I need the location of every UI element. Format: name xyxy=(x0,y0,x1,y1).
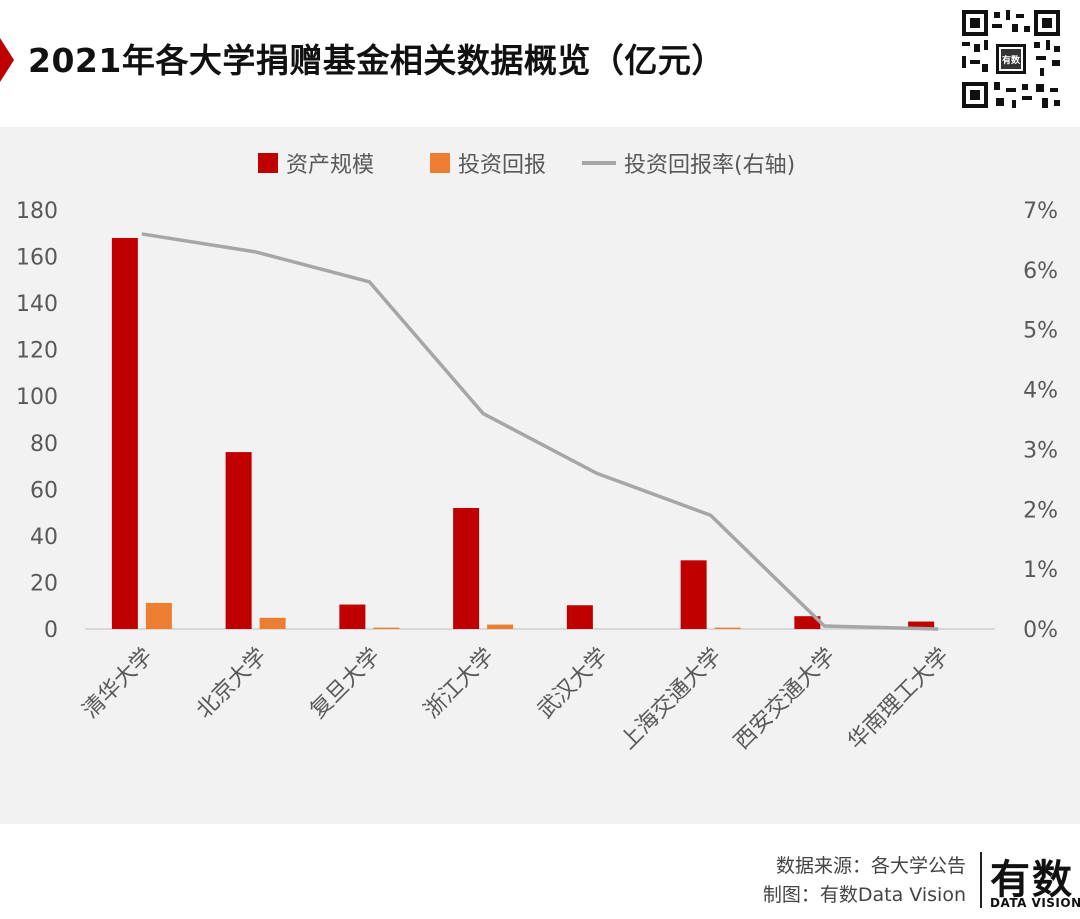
x-tick-label: 武汉大学 xyxy=(533,644,613,724)
y-right-tick-label: 2% xyxy=(1023,498,1058,523)
legend-label-2: 投资回报率(右轴) xyxy=(624,153,795,178)
bar-return-0 xyxy=(145,602,172,629)
y-right-tick-label: 0% xyxy=(1023,618,1058,643)
brand-logo-subtitle: DATA VISION xyxy=(990,896,1080,910)
bar-return-5 xyxy=(714,627,741,629)
y-axis-left: 0 20 40 60 80 100 120 140 160 180 xyxy=(16,199,58,643)
bar-asset-0 xyxy=(111,237,138,629)
y-right-tick-label: 4% xyxy=(1023,379,1058,404)
title-bar: 2021年各大学捐赠基金相关数据概览（亿元） 有数 xyxy=(0,0,1080,125)
x-tick-label: 浙江大学 xyxy=(419,644,499,724)
y-right-tick-label: 3% xyxy=(1023,438,1058,463)
y-right-tick-label: 5% xyxy=(1023,319,1058,344)
x-tick-label: 上海交通大学 xyxy=(616,644,727,755)
y-right-tick-label: 1% xyxy=(1023,558,1058,583)
bar-asset-4 xyxy=(566,605,593,629)
x-tick-label: 北京大学 xyxy=(192,644,272,724)
credit-note: 制图：有数Data Vision xyxy=(762,884,966,906)
bar-asset-5 xyxy=(680,560,707,629)
bar-asset-3 xyxy=(453,507,480,629)
y-left-tick-label: 140 xyxy=(16,292,58,317)
qr-code-icon[interactable]: 有数 xyxy=(960,8,1062,110)
bar-asset-2 xyxy=(339,604,366,629)
legend-swatch-0 xyxy=(258,153,278,173)
footer-divider xyxy=(980,852,982,908)
y-axis-right: 0% 1% 2% 3% 4% 5% 6% 7% xyxy=(1023,199,1058,643)
page-title: 2021年各大学捐赠基金相关数据概览（亿元） xyxy=(28,41,725,80)
chart-legend: 资产规模 投资回报 投资回报率(右轴) xyxy=(258,153,795,178)
x-tick-label: 清华大学 xyxy=(78,644,158,724)
bar-return-2 xyxy=(373,627,400,629)
y-right-tick-label: 6% xyxy=(1023,259,1058,284)
x-tick-label: 复旦大学 xyxy=(306,644,386,724)
bar-asset-1 xyxy=(225,452,252,629)
plot-area: 资产规模 投资回报 投资回报率(右轴) 0 20 40 60 80 100 120 140 160 1… xyxy=(0,127,1080,824)
legend-swatch-1 xyxy=(430,153,450,173)
source-note: 数据来源：各大学公告 xyxy=(775,855,966,877)
y-left-tick-label: 100 xyxy=(16,385,58,410)
rate-line-path xyxy=(141,232,939,631)
y-left-tick-label: 120 xyxy=(16,339,58,364)
chart-canvas: 资产规模 投资回报 投资回报率(右轴) 0 20 40 60 80 100 120 140 160 1… xyxy=(16,153,1058,755)
x-axis-labels: 清华大学 北京大学 复旦大学 浙江大学 武汉大学 上海交通大学 西安交通大学 华南理工大学 xyxy=(78,644,954,755)
y-left-tick-label: 0 xyxy=(44,618,58,643)
legend-label-0: 资产规模 xyxy=(286,153,374,178)
bar-return-3 xyxy=(487,624,514,629)
rate-line-series xyxy=(141,232,939,631)
legend-label-1: 投资回报 xyxy=(458,153,546,178)
x-tick-label: 华南理工大学 xyxy=(843,644,954,755)
title-accent-mark xyxy=(0,38,14,82)
y-left-tick-label: 80 xyxy=(30,432,58,457)
x-tick-label: 西安交通大学 xyxy=(730,644,841,755)
bar-series xyxy=(111,237,935,629)
y-right-tick-label: 7% xyxy=(1023,199,1058,224)
y-left-tick-label: 60 xyxy=(30,478,58,503)
brand-logo: 有数 xyxy=(990,857,1074,903)
y-left-tick-label: 20 xyxy=(30,571,58,596)
y-left-tick-label: 40 xyxy=(30,525,58,550)
bar-asset-6 xyxy=(794,616,821,629)
bar-return-1 xyxy=(259,617,286,629)
y-left-tick-label: 160 xyxy=(16,246,58,271)
y-left-tick-label: 180 xyxy=(16,199,58,224)
bar-asset-7 xyxy=(908,621,935,629)
qr-badge-text: 有数 xyxy=(1002,54,1021,66)
